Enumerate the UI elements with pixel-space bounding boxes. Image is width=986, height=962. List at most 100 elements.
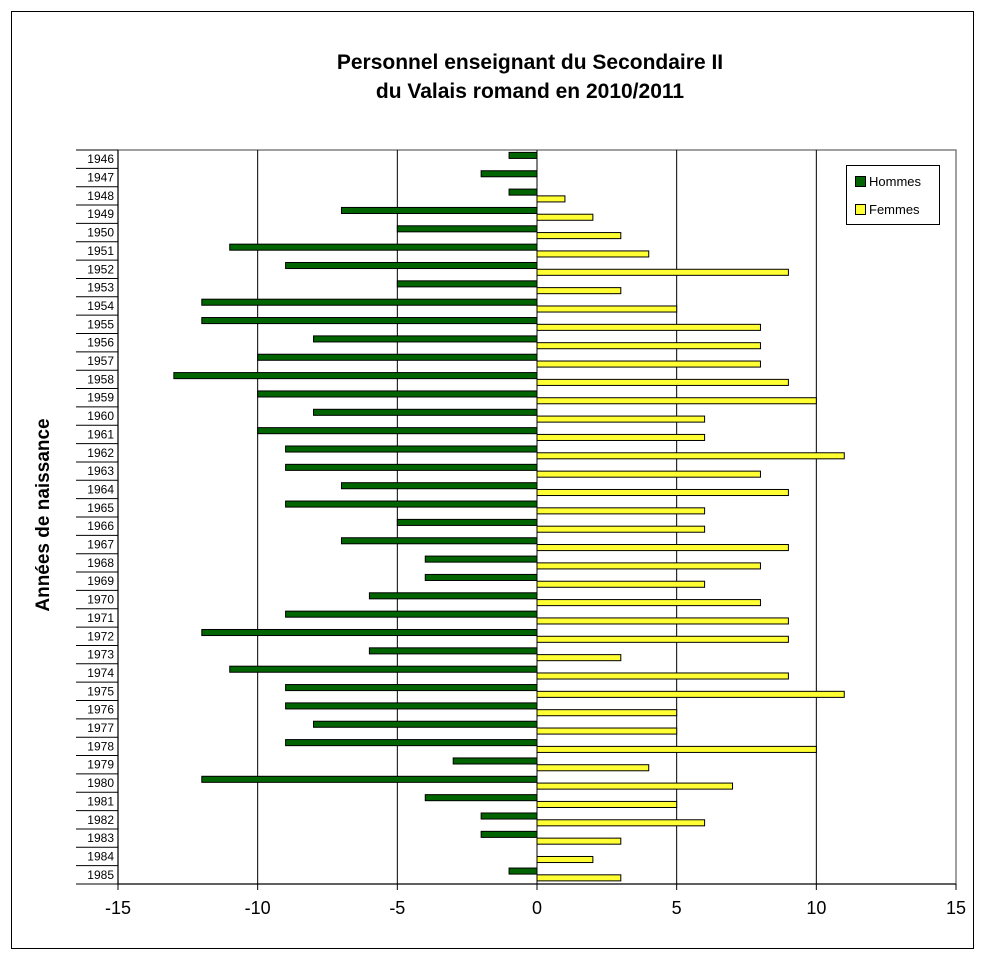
bar-hommes-1980 <box>201 775 538 783</box>
y-tick-label: 1981 <box>87 794 114 808</box>
y-tick-label: 1983 <box>87 831 114 845</box>
x-tick-label: -10 <box>245 898 271 918</box>
bar-hommes-1983 <box>480 830 538 838</box>
bar-femmes-1953 <box>536 287 622 295</box>
y-tick-label: 1970 <box>87 593 114 607</box>
bar-hommes-1982 <box>480 812 538 820</box>
bar-femmes-1979 <box>536 764 650 772</box>
bar-femmes-1951 <box>536 250 650 258</box>
y-tick-label: 1956 <box>87 336 114 350</box>
y-tick-label: 1976 <box>87 703 114 717</box>
bar-femmes-1961 <box>536 433 706 441</box>
bar-hommes-1977 <box>313 720 538 728</box>
bar-hommes-1956 <box>313 335 538 343</box>
legend-label-femmes: Femmes <box>869 202 920 217</box>
bar-hommes-1979 <box>452 757 538 765</box>
y-tick-label: 1955 <box>87 317 114 331</box>
y-tick-label: 1972 <box>87 629 114 643</box>
bar-femmes-1967 <box>536 544 789 552</box>
bar-hommes-1963 <box>285 463 538 471</box>
y-tick-label: 1960 <box>87 409 114 423</box>
y-tick-label: 1954 <box>87 299 114 313</box>
bar-hommes-1965 <box>285 500 538 508</box>
bar-hommes-1974 <box>229 665 538 673</box>
bar-hommes-1964 <box>340 482 538 490</box>
y-tick-label: 1948 <box>87 189 114 203</box>
y-tick-label: 1971 <box>87 611 114 625</box>
y-tick-label: 1975 <box>87 684 114 698</box>
bar-hommes-1957 <box>257 353 538 361</box>
bar-hommes-1951 <box>229 243 538 251</box>
bar-femmes-1973 <box>536 654 622 662</box>
legend-item-femmes: Femmes <box>855 202 920 217</box>
bar-hommes-1947 <box>480 170 538 178</box>
bar-hommes-1970 <box>368 592 538 600</box>
bar-femmes-1976 <box>536 709 678 717</box>
y-tick-label: 1974 <box>87 666 114 680</box>
y-tick-label: 1953 <box>87 281 114 295</box>
chart-title-line-1: Personnel enseignant du Secondaire II <box>336 51 724 74</box>
y-tick-label: 1950 <box>87 226 114 240</box>
bar-hommes-1954 <box>201 298 538 306</box>
legend-swatch-hommes <box>855 176 866 187</box>
bar-hommes-1958 <box>173 372 538 380</box>
bar-femmes-1950 <box>536 232 622 240</box>
y-tick-label: 1964 <box>87 482 114 496</box>
y-tick-label: 1968 <box>87 556 114 570</box>
y-tick-label: 1973 <box>87 648 114 662</box>
y-tick-label: 1958 <box>87 372 114 386</box>
bar-hommes-1953 <box>396 280 538 288</box>
bar-femmes-1954 <box>536 305 678 313</box>
bar-femmes-1977 <box>536 727 678 735</box>
bar-femmes-1952 <box>536 268 789 276</box>
bar-femmes-1949 <box>536 213 594 221</box>
bar-femmes-1960 <box>536 415 706 423</box>
y-tick-label: 1962 <box>87 446 114 460</box>
y-tick-label: 1966 <box>87 519 114 533</box>
bar-hommes-1961 <box>257 427 538 435</box>
x-tick-label: 15 <box>946 898 966 918</box>
y-tick-label: 1969 <box>87 574 114 588</box>
bar-femmes-1971 <box>536 617 789 625</box>
y-tick-label: 1951 <box>87 244 114 258</box>
bar-femmes-1985 <box>536 874 622 882</box>
bar-femmes-1970 <box>536 599 761 607</box>
bar-femmes-1981 <box>536 800 678 808</box>
bar-femmes-1955 <box>536 323 761 331</box>
bar-hommes-1949 <box>340 206 538 214</box>
legend-item-hommes: Hommes <box>855 174 921 189</box>
y-tick-label: 1977 <box>87 721 114 735</box>
bar-hommes-1962 <box>285 445 538 453</box>
bar-hommes-1948 <box>508 188 538 196</box>
x-tick-label: -15 <box>105 898 131 918</box>
bar-hommes-1971 <box>285 610 538 618</box>
bar-hommes-1975 <box>285 684 538 692</box>
chart-title: Personnel enseignant du Secondaire II du… <box>0 48 986 106</box>
y-tick-label: 1980 <box>87 776 114 790</box>
y-tick-label: 1963 <box>87 464 114 478</box>
bar-hommes-1952 <box>285 261 538 270</box>
y-tick-label: 1961 <box>87 427 114 441</box>
bar-hommes-1978 <box>285 739 538 747</box>
bar-hommes-1955 <box>201 317 538 325</box>
bar-hommes-1973 <box>368 647 538 655</box>
y-tick-label: 1949 <box>87 207 114 221</box>
bar-femmes-1963 <box>536 470 761 478</box>
bar-hommes-1985 <box>508 867 538 875</box>
bar-femmes-1962 <box>536 452 845 460</box>
legend-label-hommes: Hommes <box>869 174 922 189</box>
y-tick-label: 1946 <box>87 152 114 166</box>
y-tick-label: 1978 <box>87 739 114 753</box>
y-tick-label: 1967 <box>87 538 114 552</box>
x-tick-label: 5 <box>672 898 682 918</box>
bar-hommes-1972 <box>201 628 538 637</box>
bar-femmes-1983 <box>536 837 622 845</box>
y-tick-label: 1984 <box>87 849 114 863</box>
y-tick-label: 1947 <box>87 171 114 185</box>
legend-swatch-femmes <box>855 204 866 215</box>
bar-hommes-1966 <box>396 518 538 526</box>
y-tick-label: 1952 <box>87 262 114 276</box>
bar-femmes-1965 <box>536 507 706 515</box>
x-tick-label: 10 <box>806 898 826 918</box>
